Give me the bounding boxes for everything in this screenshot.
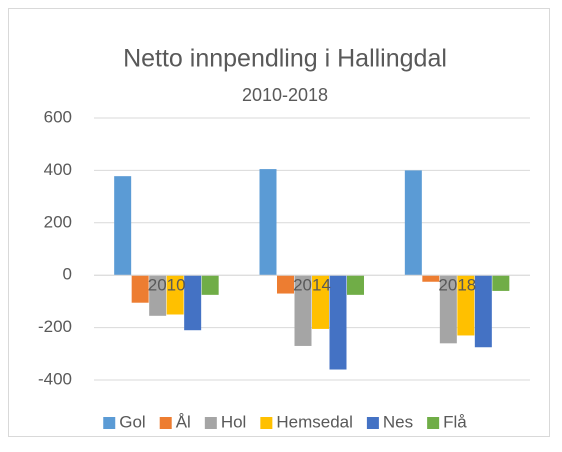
y-tick-label: 600 xyxy=(44,107,72,126)
bar xyxy=(474,275,492,348)
bar xyxy=(184,275,202,331)
bar xyxy=(492,275,510,291)
x-tick-label: 2010 xyxy=(148,276,186,295)
x-tick-label: 2018 xyxy=(438,276,476,295)
bar xyxy=(277,275,294,294)
bar xyxy=(422,275,440,282)
bar xyxy=(312,275,329,329)
legend-swatch xyxy=(103,417,116,429)
y-tick-label: -200 xyxy=(38,317,72,336)
bar xyxy=(131,275,149,303)
y-tick-label: 200 xyxy=(44,212,72,231)
legend-label: Gol xyxy=(119,412,145,431)
y-tick-label: 400 xyxy=(44,160,72,179)
legend-swatch xyxy=(427,417,440,429)
legend-label: Hemsedal xyxy=(276,412,353,431)
legend-swatch xyxy=(159,417,172,429)
legend-label: Nes xyxy=(383,412,413,431)
chart-subtitle: 2010-2018 xyxy=(242,85,328,105)
legend-swatch xyxy=(204,417,217,429)
bar xyxy=(457,275,475,336)
bar xyxy=(166,275,184,315)
bar xyxy=(114,176,132,276)
y-tick-label: -400 xyxy=(38,369,72,388)
bar xyxy=(439,275,457,344)
bar xyxy=(149,275,167,316)
bar xyxy=(347,275,364,295)
legend-label: Ål xyxy=(176,412,191,431)
bar xyxy=(259,169,277,276)
y-tick-label: 0 xyxy=(63,265,72,284)
legend-label: Flå xyxy=(443,412,467,431)
bar xyxy=(294,275,312,346)
bar xyxy=(404,170,422,276)
bar xyxy=(329,275,347,370)
legend-swatch xyxy=(260,417,273,429)
chart-title: Netto innpendling i Hallingdal xyxy=(123,45,447,73)
legend-swatch xyxy=(366,417,379,429)
bar xyxy=(201,275,219,295)
legend-label: Hol xyxy=(221,412,247,431)
x-tick-label: 2014 xyxy=(293,276,331,295)
